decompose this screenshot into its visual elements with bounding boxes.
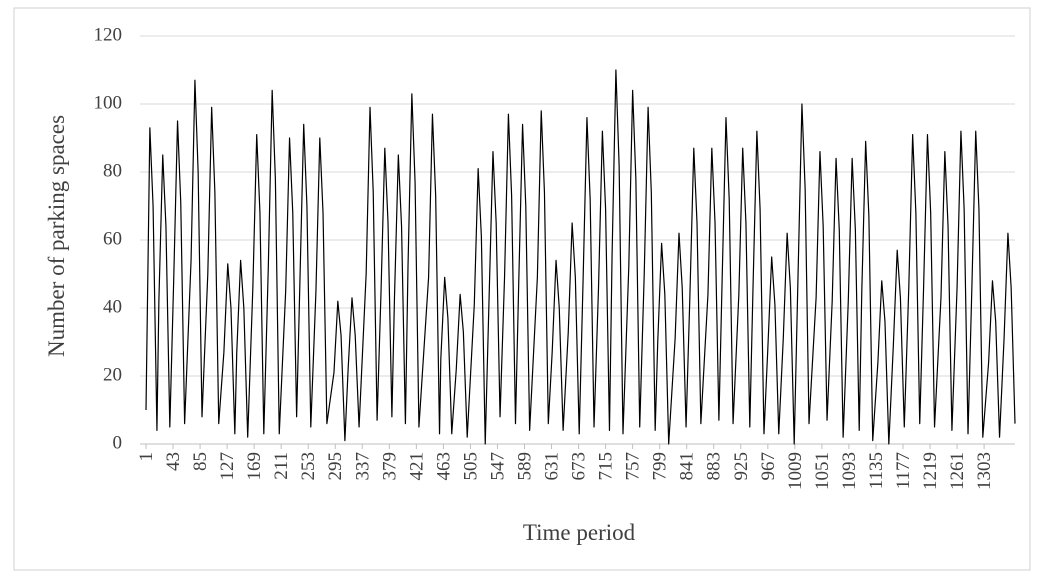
y-tick-label: 40 bbox=[103, 296, 122, 317]
x-tick-label: 967 bbox=[758, 452, 779, 481]
y-tick-label: 60 bbox=[103, 228, 122, 249]
x-tick-label: 169 bbox=[244, 452, 265, 481]
x-tick-label: 841 bbox=[677, 452, 698, 481]
x-tick-label: 1051 bbox=[812, 452, 833, 490]
y-axis-label: Number of parking spaces bbox=[44, 115, 69, 357]
x-tick-label: 1 bbox=[136, 452, 157, 462]
x-tick-label: 1261 bbox=[947, 452, 968, 490]
x-tick-label: 421 bbox=[406, 452, 427, 481]
x-tick-label: 379 bbox=[379, 452, 400, 481]
y-tick-label: 120 bbox=[94, 24, 123, 45]
x-tick-label: 505 bbox=[460, 452, 481, 481]
x-tick-label: 799 bbox=[650, 452, 671, 481]
y-tick-label: 100 bbox=[94, 92, 123, 113]
x-tick-label: 925 bbox=[731, 452, 752, 481]
y-tick-label: 20 bbox=[103, 364, 122, 385]
x-tick-label: 295 bbox=[325, 452, 346, 481]
x-tick-label: 547 bbox=[487, 452, 508, 481]
y-tick-label: 0 bbox=[113, 432, 123, 453]
x-tick-label: 1177 bbox=[893, 452, 914, 489]
x-tick-label: 589 bbox=[514, 452, 535, 481]
data-line bbox=[145, 69, 1016, 445]
y-tick-label: 80 bbox=[103, 160, 122, 181]
x-tick-label: 1135 bbox=[866, 452, 887, 489]
x-tick-label: 1219 bbox=[920, 452, 941, 490]
x-tick-label: 673 bbox=[569, 452, 590, 481]
x-tick-label: 127 bbox=[217, 452, 238, 481]
x-tick-label: 1093 bbox=[839, 452, 860, 490]
x-tick-label: 715 bbox=[596, 452, 617, 481]
x-tick-label: 883 bbox=[704, 452, 725, 481]
x-axis-label: Time period bbox=[523, 520, 636, 545]
x-tick-label: 1009 bbox=[785, 452, 806, 490]
x-tick-label: 757 bbox=[623, 452, 644, 481]
x-tick-label: 43 bbox=[163, 452, 184, 471]
x-tick-label: 211 bbox=[271, 452, 292, 480]
x-tick-label: 253 bbox=[298, 452, 319, 481]
x-tick-label: 463 bbox=[433, 452, 454, 481]
x-tick-label: 337 bbox=[352, 452, 373, 481]
chart-frame bbox=[13, 7, 1031, 571]
x-tick-label: 631 bbox=[542, 452, 563, 481]
x-tick-label: 1303 bbox=[974, 452, 995, 490]
x-tick-label: 85 bbox=[190, 452, 211, 471]
